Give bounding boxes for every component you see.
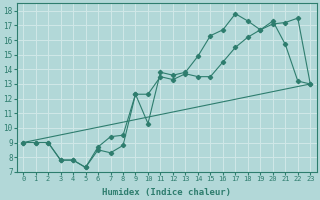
X-axis label: Humidex (Indice chaleur): Humidex (Indice chaleur): [102, 188, 231, 197]
